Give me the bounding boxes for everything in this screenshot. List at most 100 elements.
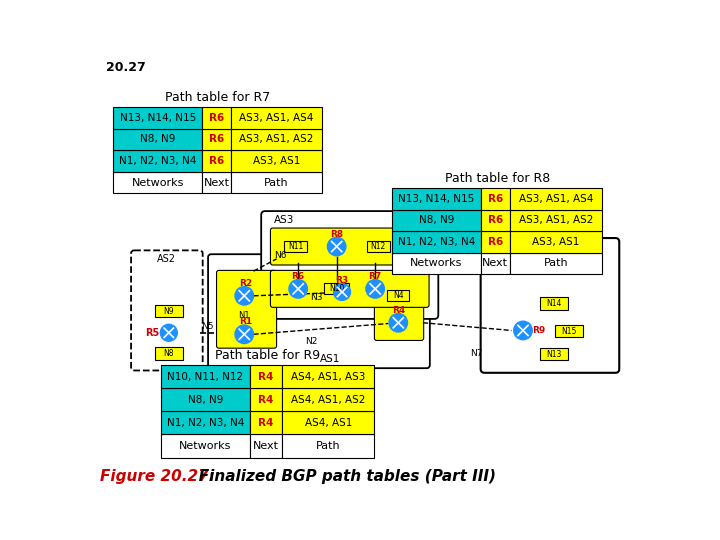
Bar — [510, 231, 603, 253]
Text: AS3, AS1, AS2: AS3, AS1, AS2 — [519, 215, 593, 225]
Text: N3: N3 — [310, 293, 323, 302]
Text: AS4, AS1, AS3: AS4, AS1, AS3 — [291, 372, 365, 382]
Text: N1, N2, N3, N4: N1, N2, N3, N4 — [167, 418, 244, 428]
Text: N10: N10 — [329, 285, 344, 293]
Text: R9: R9 — [532, 326, 545, 335]
Text: AS3, AS1: AS3, AS1 — [532, 237, 580, 247]
Bar — [282, 388, 374, 411]
Bar — [282, 434, 374, 457]
Bar — [540, 348, 567, 361]
Text: Networks: Networks — [132, 178, 184, 187]
Text: AS3, AS1: AS3, AS1 — [253, 156, 300, 166]
Text: N10, N11, N12: N10, N11, N12 — [167, 372, 243, 382]
Text: R8: R8 — [330, 230, 343, 239]
Text: N15: N15 — [562, 327, 577, 336]
Bar — [231, 172, 322, 193]
Text: R7: R7 — [369, 272, 382, 281]
Text: Path: Path — [264, 178, 289, 187]
Bar — [392, 253, 481, 274]
Circle shape — [333, 284, 351, 300]
Bar — [540, 298, 567, 309]
Text: Path: Path — [316, 441, 341, 451]
Bar — [113, 107, 202, 129]
Text: N12: N12 — [371, 242, 386, 251]
Bar — [366, 241, 390, 252]
Text: AS3, AS1, AS4: AS3, AS1, AS4 — [240, 113, 314, 123]
Text: N13, N14, N15: N13, N14, N15 — [398, 194, 474, 204]
Text: R6: R6 — [209, 113, 224, 123]
Bar — [155, 347, 183, 360]
Bar — [282, 411, 374, 434]
Text: N8, N9: N8, N9 — [140, 134, 176, 145]
Bar — [202, 172, 231, 193]
Bar — [481, 253, 510, 274]
Text: R4: R4 — [392, 306, 405, 315]
Text: 20.27: 20.27 — [106, 61, 145, 74]
Bar — [161, 388, 250, 411]
Bar — [282, 365, 374, 388]
Text: AS3: AS3 — [274, 215, 294, 225]
Bar — [481, 210, 510, 231]
Circle shape — [389, 314, 408, 332]
Bar — [202, 150, 231, 172]
Text: Next: Next — [253, 441, 279, 451]
Text: N13, N14, N15: N13, N14, N15 — [120, 113, 196, 123]
Text: R4: R4 — [258, 395, 274, 405]
Circle shape — [514, 321, 532, 340]
Text: R5: R5 — [145, 328, 159, 338]
Text: R2: R2 — [239, 279, 253, 288]
Bar — [231, 150, 322, 172]
Bar — [387, 291, 409, 301]
Bar — [324, 284, 349, 294]
Bar — [161, 411, 250, 434]
Text: AS4, AS1, AS2: AS4, AS1, AS2 — [291, 395, 365, 405]
Bar — [250, 388, 282, 411]
Text: AS3, AS1, AS4: AS3, AS1, AS4 — [519, 194, 593, 204]
Bar — [113, 129, 202, 150]
Bar — [392, 210, 481, 231]
FancyBboxPatch shape — [271, 228, 429, 265]
Bar — [392, 188, 481, 210]
Text: R6: R6 — [487, 237, 503, 247]
FancyBboxPatch shape — [261, 211, 438, 319]
Bar — [113, 172, 202, 193]
Text: N11: N11 — [288, 242, 303, 251]
Text: Path: Path — [544, 259, 568, 268]
Bar — [202, 129, 231, 150]
Bar — [161, 365, 250, 388]
Text: N14: N14 — [546, 299, 562, 308]
Text: AS1: AS1 — [320, 354, 341, 364]
Bar — [481, 188, 510, 210]
Text: Path table for R8: Path table for R8 — [444, 172, 550, 185]
Text: N2: N2 — [305, 338, 318, 347]
Bar — [510, 253, 603, 274]
Bar — [161, 434, 250, 457]
Text: N9: N9 — [163, 307, 174, 316]
Bar — [284, 241, 307, 252]
Bar — [155, 305, 183, 318]
Text: N1, N2, N3, N4: N1, N2, N3, N4 — [397, 237, 475, 247]
Text: R6: R6 — [209, 134, 224, 145]
Text: N6: N6 — [274, 251, 287, 260]
Circle shape — [235, 325, 253, 343]
Text: N8, N9: N8, N9 — [188, 395, 223, 405]
Bar — [510, 188, 603, 210]
Circle shape — [235, 287, 253, 305]
FancyBboxPatch shape — [271, 271, 429, 307]
FancyBboxPatch shape — [131, 251, 203, 370]
Bar — [113, 150, 202, 172]
Text: R6: R6 — [487, 194, 503, 204]
Text: R6: R6 — [292, 272, 305, 281]
FancyBboxPatch shape — [481, 238, 619, 373]
Bar — [202, 107, 231, 129]
Text: R3: R3 — [336, 276, 348, 285]
Bar — [510, 210, 603, 231]
Text: N7: N7 — [471, 349, 483, 358]
Text: Path table for R7: Path table for R7 — [165, 91, 270, 104]
Bar — [555, 325, 583, 338]
Bar — [231, 107, 322, 129]
Text: N8: N8 — [163, 349, 174, 358]
Bar — [250, 434, 282, 457]
FancyBboxPatch shape — [208, 254, 430, 368]
Text: N5: N5 — [201, 322, 214, 331]
